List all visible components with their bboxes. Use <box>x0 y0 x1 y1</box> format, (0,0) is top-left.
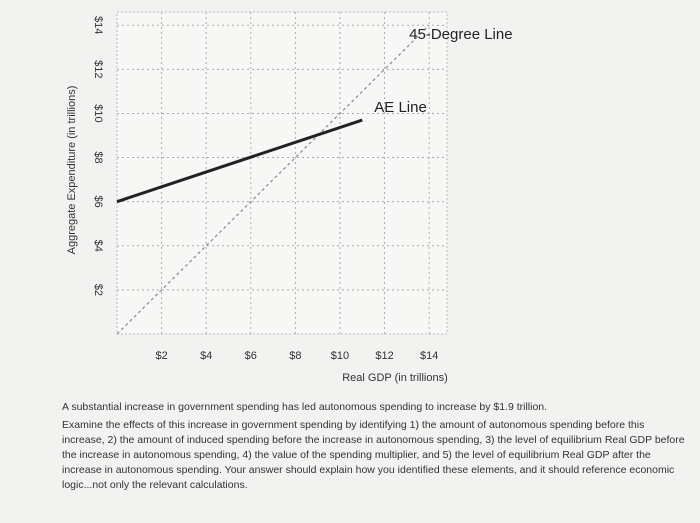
series-label: AE Line <box>374 99 427 116</box>
x-tick-label: $6 <box>245 350 257 362</box>
y-axis-label: Aggregate Expenditure (in trillions) <box>66 86 78 255</box>
x-tick-label: $4 <box>200 350 212 362</box>
y-tick-label: $4 <box>92 240 104 252</box>
x-tick-label: $12 <box>375 350 393 362</box>
series-line <box>116 118 363 204</box>
y-tick-label: $2 <box>92 284 104 296</box>
y-tick-label: $14 <box>92 16 104 34</box>
y-tick-label: $8 <box>92 151 104 163</box>
y-tick-label: $10 <box>92 104 104 122</box>
x-tick-label: $14 <box>420 350 438 362</box>
question-intro: A substantial increase in government spe… <box>62 401 548 413</box>
series-label: 45-Degree Line <box>409 26 512 43</box>
y-tick-label: $6 <box>92 196 104 208</box>
plot-area <box>116 11 448 335</box>
x-tick-label: $2 <box>155 350 167 362</box>
question-body: Examine the effects of this increase in … <box>62 419 685 491</box>
x-tick-label: $8 <box>289 350 301 362</box>
x-tick-label: $10 <box>331 350 349 362</box>
x-axis-label: Real GDP (in trillions) <box>342 372 448 384</box>
chart: Aggregate Expenditure (in trillions) Rea… <box>66 11 513 384</box>
y-tick-label: $12 <box>92 60 104 78</box>
series-line <box>116 24 430 335</box>
question: A substantial increase in government spe… <box>62 400 687 496</box>
